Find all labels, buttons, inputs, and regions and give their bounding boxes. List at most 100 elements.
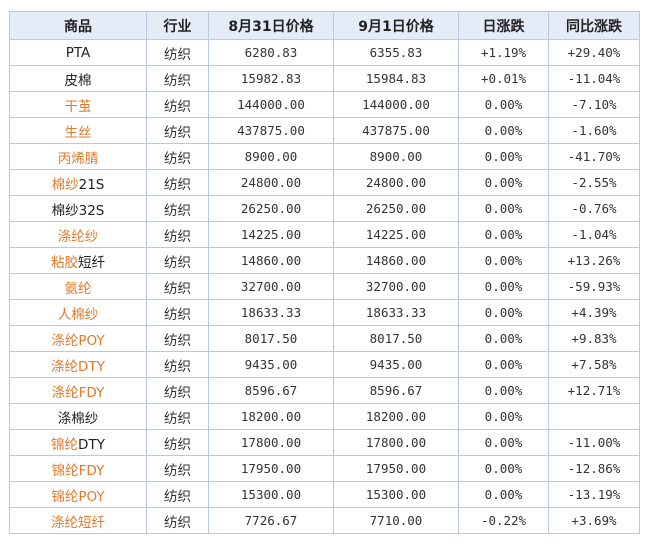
yoy-change-cell: -11.04% [548,65,640,92]
product-name-cell: 涤纶短纤 [9,507,147,534]
yoy-change-cell: -59.93% [548,273,640,300]
yoy-change-cell [548,403,640,430]
product-name-cell: 锦纶POY [9,481,147,508]
daily-change-cell: 0.00% [458,429,549,456]
daily-change-cell: 0.00% [458,221,549,248]
product-link[interactable]: 涤纶纱 [57,228,99,245]
col-header-yoy-change: 同比涨跌 [548,11,640,40]
price-aug31-cell: 17800.00 [208,429,334,456]
price-sep1-cell: 6355.83 [333,39,459,66]
table-header-row: 商品 行业 8月31日价格 9月1日价格 日涨跌 同比涨跌 [9,11,640,40]
product-link[interactable]: 人棉纱 [57,306,99,323]
daily-change-cell: 0.00% [458,377,549,404]
product-link[interactable]: 棉纱 [51,176,79,193]
product-name-cell: 锦纶DTY [9,429,147,456]
price-sep1-cell: 14860.00 [333,247,459,274]
industry-cell: 纺织 [146,39,209,66]
daily-change-cell: 0.00% [458,273,549,300]
table-row: 粘胶短纤 纺织 14860.00 14860.00 0.00% +13.26% [9,247,640,274]
table-row: 皮棉 纺织 15982.83 15984.83 +0.01% -11.04% [9,65,640,92]
product-name-cell: 涤棉纱 [9,403,147,430]
price-aug31-cell: 8596.67 [208,377,334,404]
price-sep1-cell: 17950.00 [333,455,459,482]
daily-change-cell: 0.00% [458,143,549,170]
yoy-change-cell: -11.00% [548,429,640,456]
industry-cell: 纺织 [146,195,209,222]
product-link[interactable]: 粘胶 [51,254,78,271]
price-sep1-cell: 144000.00 [333,91,459,118]
product-name-cell: 生丝 [9,117,147,144]
industry-cell: 纺织 [146,273,209,300]
price-aug31-cell: 15982.83 [208,65,334,92]
col-header-price-aug31: 8月31日价格 [208,11,334,40]
product-link[interactable]: 干茧 [64,98,92,115]
table-row: 棉纱21S 纺织 24800.00 24800.00 0.00% -2.55% [9,169,640,196]
yoy-change-cell: +7.58% [548,351,640,378]
industry-cell: 纺织 [146,351,209,378]
product-name-cell: 人棉纱 [9,299,147,326]
table-row: 氨纶 纺织 32700.00 32700.00 0.00% -59.93% [9,273,640,300]
daily-change-cell: 0.00% [458,481,549,508]
product-name-cell: 涤纶FDY [9,377,147,404]
product-link[interactable]: 涤纶POY [51,332,105,349]
table-row: 干茧 纺织 144000.00 144000.00 0.00% -7.10% [9,91,640,118]
table-row: 涤纶FDY 纺织 8596.67 8596.67 0.00% +12.71% [9,377,640,404]
daily-change-cell: 0.00% [458,91,549,118]
product-link[interactable]: 锦纶POY [51,488,105,505]
daily-change-cell: +1.19% [458,39,549,66]
industry-cell: 纺织 [146,455,209,482]
yoy-change-cell: -1.04% [548,221,640,248]
price-sep1-cell: 8596.67 [333,377,459,404]
table-row: 锦纶DTY 纺织 17800.00 17800.00 0.00% -11.00% [9,429,640,456]
price-aug31-cell: 14225.00 [208,221,334,248]
daily-change-cell: 0.00% [458,351,549,378]
price-aug31-cell: 18200.00 [208,403,334,430]
daily-change-cell: 0.00% [458,299,549,326]
product-name-cell: 涤纶POY [9,325,147,352]
yoy-change-cell: +3.69% [548,507,640,534]
price-aug31-cell: 15300.00 [208,481,334,508]
industry-cell: 纺织 [146,91,209,118]
industry-cell: 纺织 [146,377,209,404]
yoy-change-cell: -13.19% [548,481,640,508]
product-link[interactable]: 锦纶FDY [51,462,105,479]
daily-change-cell: 0.00% [458,455,549,482]
industry-cell: 纺织 [146,299,209,326]
product-link[interactable]: 涤纶DTY [51,358,105,375]
product-name-cell: 棉纱32S [9,195,147,222]
product-link[interactable]: 锦纶 [51,436,79,453]
daily-change-cell: 0.00% [458,195,549,222]
price-aug31-cell: 8900.00 [208,143,334,170]
table-row: 涤纶DTY 纺织 9435.00 9435.00 0.00% +7.58% [9,351,640,378]
table-row: 锦纶POY 纺织 15300.00 15300.00 0.00% -13.19% [9,481,640,508]
product-link[interactable]: 生丝 [64,124,92,141]
price-aug31-cell: 17950.00 [208,455,334,482]
product-link[interactable]: 涤纶短纤 [51,514,105,531]
yoy-change-cell: +29.40% [548,39,640,66]
product-name-text: DTY [78,436,105,453]
product-name-cell: 氨纶 [9,273,147,300]
product-link[interactable]: 氨纶 [64,280,92,297]
yoy-change-cell: +4.39% [548,299,640,326]
yoy-change-cell: -1.60% [548,117,640,144]
industry-cell: 纺织 [146,169,209,196]
price-aug31-cell: 6280.83 [208,39,334,66]
yoy-change-cell: -2.55% [548,169,640,196]
table-row: PTA 纺织 6280.83 6355.83 +1.19% +29.40% [9,39,640,66]
product-name-cell: 涤纶纱 [9,221,147,248]
yoy-change-cell: -7.10% [548,91,640,118]
price-aug31-cell: 144000.00 [208,91,334,118]
product-name-cell: PTA [9,39,147,66]
industry-cell: 纺织 [146,117,209,144]
price-sep1-cell: 32700.00 [333,273,459,300]
product-link[interactable]: 涤纶FDY [51,384,105,401]
product-name-text: 棉纱32S [51,202,105,219]
table-row: 人棉纱 纺织 18633.33 18633.33 0.00% +4.39% [9,299,640,326]
industry-cell: 纺织 [146,481,209,508]
product-link[interactable]: 丙烯腈 [57,150,99,167]
price-aug31-cell: 24800.00 [208,169,334,196]
product-name-text: 21S [78,176,105,193]
price-sep1-cell: 7710.00 [333,507,459,534]
price-aug31-cell: 437875.00 [208,117,334,144]
table-row: 涤棉纱 纺织 18200.00 18200.00 0.00% [9,403,640,430]
